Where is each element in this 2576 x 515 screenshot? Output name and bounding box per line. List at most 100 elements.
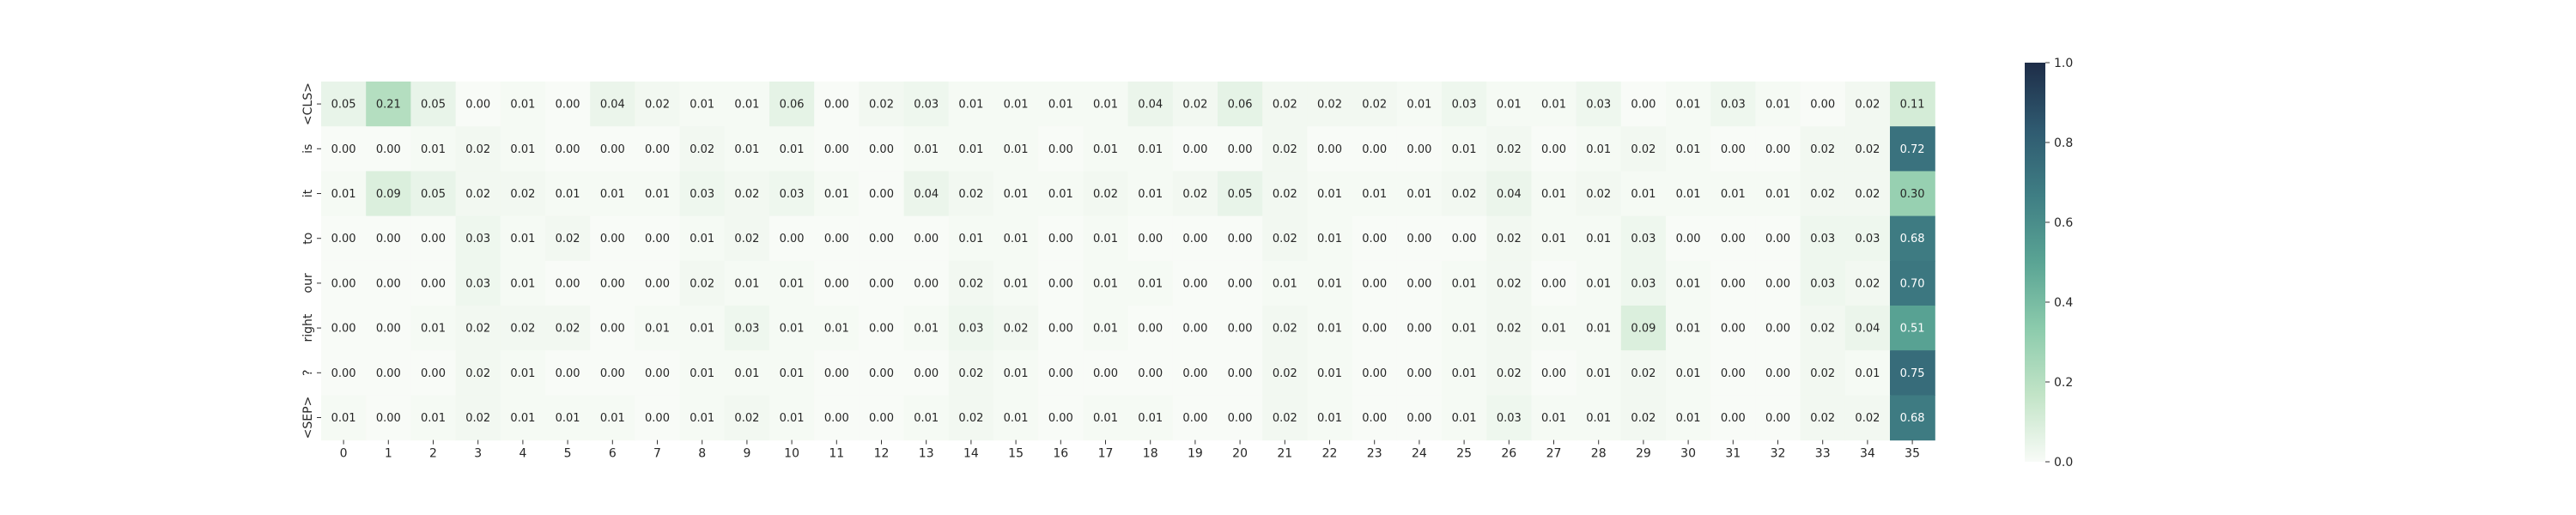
x-tick-label: 23 bbox=[1367, 447, 1382, 461]
cell-value-label: 0.00 bbox=[1228, 412, 1253, 425]
heatmap-cell bbox=[1844, 350, 1891, 396]
cell-value-label: 0.01 bbox=[1452, 367, 1477, 380]
cell-value-label: 0.02 bbox=[958, 188, 983, 201]
cell-value-label: 0.01 bbox=[1004, 412, 1029, 425]
heatmap-cells: 0.05 0.21 0.05 0.00 0.01 0.00 0.04 0.02 0.01 0.01… bbox=[321, 82, 1935, 441]
heatmap-cell bbox=[590, 260, 635, 306]
heatmap-cell bbox=[1890, 82, 1935, 127]
cell-value-label: 0.03 bbox=[780, 188, 805, 201]
heatmap-cell bbox=[993, 260, 1039, 306]
heatmap-cell bbox=[1486, 260, 1532, 306]
heatmap-cell bbox=[903, 215, 950, 262]
cell-value-label: 0.01 bbox=[510, 99, 535, 112]
cell-value-label: 0.01 bbox=[780, 143, 805, 156]
heatmap-cell bbox=[1531, 395, 1577, 441]
cell-value-label: 0.00 bbox=[869, 188, 894, 201]
heatmap-cell bbox=[769, 171, 815, 217]
heatmap-cell bbox=[1755, 395, 1801, 441]
cell-value-label: 0.01 bbox=[1586, 277, 1611, 290]
heatmap-cell bbox=[1576, 82, 1622, 127]
heatmap-cell bbox=[903, 395, 950, 441]
x-tick-label: 22 bbox=[1322, 447, 1338, 461]
cell-value-label: 0.02 bbox=[690, 277, 714, 290]
cell-value-label: 0.01 bbox=[645, 188, 670, 201]
cell-value-label: 0.01 bbox=[780, 277, 805, 290]
cell-value-label: 0.03 bbox=[958, 323, 983, 336]
x-tick-label: 28 bbox=[1591, 447, 1607, 461]
cell-value-label: 0.01 bbox=[1586, 412, 1611, 425]
cell-value-label: 0.01 bbox=[1004, 188, 1029, 201]
x-tick-label: 15 bbox=[1008, 447, 1024, 461]
cell-value-label: 0.00 bbox=[600, 143, 625, 156]
heatmap-cell bbox=[321, 82, 367, 127]
x-tick-label: 24 bbox=[1412, 447, 1427, 461]
cell-value-label: 0.02 bbox=[1855, 277, 1880, 290]
cell-value-label: 0.00 bbox=[1138, 323, 1163, 336]
heatmap-cell bbox=[1172, 171, 1218, 217]
cell-value-label: 0.01 bbox=[1452, 323, 1477, 336]
cell-value-label: 0.00 bbox=[824, 367, 849, 380]
heatmap-cell bbox=[1083, 171, 1129, 217]
cell-value-label: 0.01 bbox=[1586, 233, 1611, 245]
cell-value-label: 0.00 bbox=[421, 367, 446, 380]
heatmap-cell bbox=[455, 306, 501, 351]
heatmap-cell bbox=[321, 215, 367, 262]
cell-value-label: 0.00 bbox=[1048, 412, 1073, 425]
heatmap-cell bbox=[814, 306, 860, 351]
cell-value-label: 0.01 bbox=[914, 323, 939, 336]
heatmap-cell bbox=[410, 260, 457, 306]
x-tick-label: 8 bbox=[698, 447, 706, 461]
cell-value-label: 0.00 bbox=[1138, 367, 1163, 380]
cell-value-label: 0.00 bbox=[376, 412, 401, 425]
cell-value-label: 0.01 bbox=[421, 412, 446, 425]
cell-value-label: 0.00 bbox=[1182, 143, 1207, 156]
cell-value-label: 0.00 bbox=[1541, 143, 1566, 156]
heatmap-cell bbox=[679, 215, 726, 262]
cell-value-label: 0.03 bbox=[1631, 233, 1656, 245]
heatmap-cell bbox=[1442, 215, 1487, 262]
heatmap-cell bbox=[1620, 126, 1667, 172]
x-tick-label: 14 bbox=[963, 447, 979, 461]
cell-value-label: 0.01 bbox=[1317, 412, 1342, 425]
heatmap-cell bbox=[1172, 82, 1218, 127]
cell-value-label: 0.01 bbox=[1406, 99, 1431, 112]
cell-value-label: 0.03 bbox=[734, 323, 759, 336]
heatmap-cell bbox=[1844, 171, 1891, 217]
x-tick-label: 29 bbox=[1636, 447, 1651, 461]
cell-value-label: 0.01 bbox=[1138, 143, 1163, 156]
heatmap-cell bbox=[1396, 82, 1443, 127]
cell-value-label: 0.04 bbox=[1855, 323, 1880, 336]
cell-value-label: 0.01 bbox=[556, 412, 580, 425]
heatmap-cell bbox=[321, 395, 367, 441]
heatmap-cell bbox=[1800, 215, 1846, 262]
cell-value-label: 0.02 bbox=[1093, 188, 1118, 201]
heatmap-cell bbox=[1844, 260, 1891, 306]
heatmap-cell bbox=[1442, 350, 1487, 396]
heatmap-cell bbox=[679, 126, 726, 172]
heatmap-cell bbox=[590, 350, 635, 396]
cell-value-label: 0.21 bbox=[376, 99, 401, 112]
cell-value-label: 0.00 bbox=[1765, 412, 1790, 425]
cell-value-label: 0.01 bbox=[734, 143, 759, 156]
colorbar-tick-label: 0.2 bbox=[2054, 376, 2073, 390]
cell-value-label: 0.02 bbox=[556, 323, 580, 336]
heatmap-cell bbox=[1172, 306, 1218, 351]
heatmap-cell bbox=[455, 215, 501, 262]
heatmap-cell bbox=[903, 260, 950, 306]
cell-value-label: 0.01 bbox=[1676, 99, 1701, 112]
cell-value-label: 0.06 bbox=[1228, 99, 1253, 112]
cell-value-label: 0.01 bbox=[1093, 143, 1118, 156]
cell-value-label: 0.01 bbox=[1004, 143, 1029, 156]
cell-value-label: 0.02 bbox=[1273, 99, 1297, 112]
cell-value-label: 0.01 bbox=[1273, 277, 1297, 290]
heatmap-cell bbox=[948, 82, 994, 127]
cell-value-label: 0.01 bbox=[1765, 188, 1790, 201]
heatmap-cell bbox=[1755, 260, 1801, 306]
heatmap-cell bbox=[859, 171, 905, 217]
heatmap-cell bbox=[1127, 350, 1174, 396]
cell-value-label: 0.00 bbox=[376, 233, 401, 245]
cell-value-label: 0.01 bbox=[510, 143, 535, 156]
heatmap-cell bbox=[1262, 215, 1308, 262]
cell-value-label: 0.00 bbox=[1228, 233, 1253, 245]
heatmap-cell bbox=[859, 306, 905, 351]
